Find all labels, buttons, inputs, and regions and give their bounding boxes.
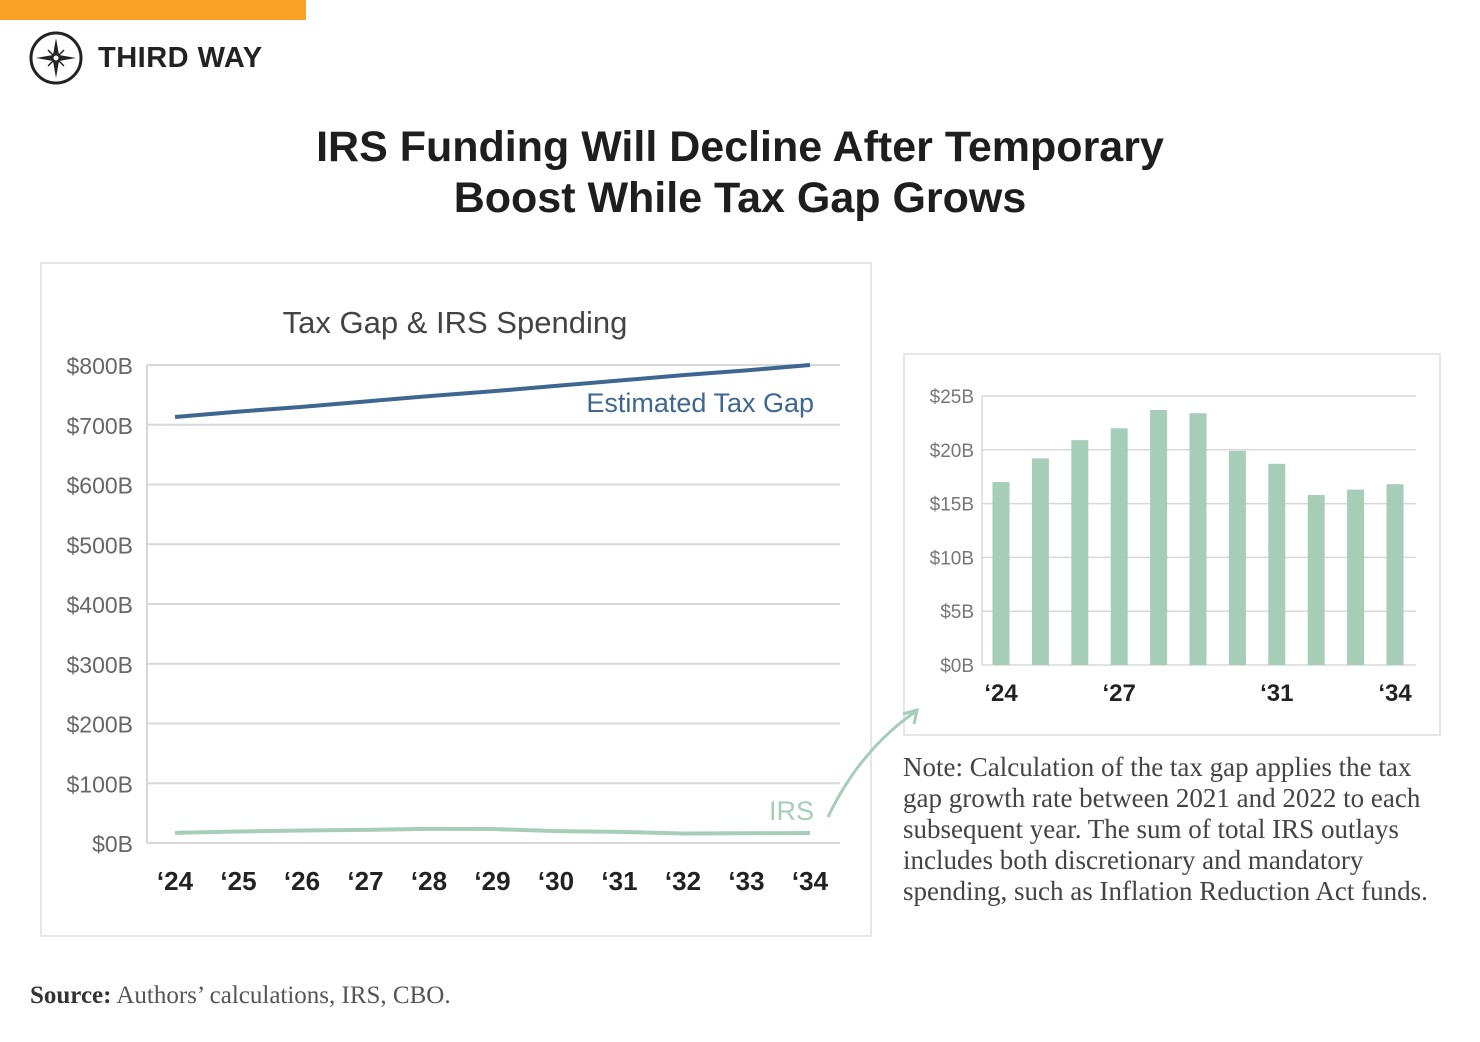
y-tick-label: $5B	[940, 602, 974, 623]
y-tick-label: $800B	[66, 353, 133, 379]
arrow-connector	[826, 710, 916, 818]
bar	[1071, 440, 1089, 665]
bar	[1031, 458, 1049, 665]
x-tick-label: ‘24	[157, 866, 194, 896]
x-tick-label: ‘24	[984, 680, 1018, 707]
y-tick-label: $700B	[66, 413, 133, 439]
x-tick-label: ‘32	[665, 866, 701, 896]
x-tick-label: ‘27	[1103, 680, 1136, 707]
y-tick-label: $0B	[92, 831, 133, 857]
bar	[1110, 428, 1128, 665]
x-tick-label: ‘34	[792, 866, 829, 896]
logo: THIRD WAY	[28, 30, 263, 86]
line-chart-panel	[40, 262, 872, 937]
note-text: Note: Calculation of the tax gap applies…	[903, 752, 1428, 906]
accent-bar	[0, 0, 306, 20]
y-tick-label: $300B	[66, 652, 133, 678]
x-tick-label: ‘26	[284, 866, 320, 896]
source-label: Source:	[30, 982, 112, 1009]
y-tick-label: $0B	[940, 656, 974, 677]
x-tick-label: ‘33	[728, 866, 764, 896]
x-tick-label: ‘28	[411, 866, 447, 896]
series-label-tax-gap: Estimated Tax Gap	[586, 388, 814, 418]
page-title: IRS Funding Will Decline After Temporary…	[0, 122, 1480, 224]
x-tick-label: ‘31	[1260, 680, 1293, 707]
x-tick-label: ‘27	[347, 866, 383, 896]
y-tick-label: $400B	[66, 592, 133, 618]
bar	[992, 482, 1010, 665]
bar	[1228, 450, 1246, 665]
source-text: Authors’ calculations, IRS, CBO.	[116, 982, 451, 1009]
source-line: Source: Authors’ calculations, IRS, CBO.	[30, 982, 451, 1010]
arrow-head-icon	[902, 707, 919, 725]
x-tick-label: ‘34	[1378, 680, 1412, 707]
bar	[1268, 463, 1286, 665]
y-tick-label: $100B	[66, 771, 133, 797]
y-tick-label: $20B	[930, 441, 974, 462]
bar	[1189, 413, 1207, 665]
y-tick-label: $200B	[66, 712, 133, 738]
brand-name: THIRD WAY	[98, 41, 263, 74]
title-line-2: Boost While Tax Gap Grows	[453, 174, 1027, 222]
y-tick-label: $600B	[66, 473, 133, 499]
bar	[1386, 484, 1404, 665]
bar	[1347, 489, 1365, 665]
y-tick-label: $15B	[930, 495, 974, 516]
y-tick-label: $500B	[66, 532, 133, 558]
x-tick-label: ‘25	[220, 866, 256, 896]
x-tick-label: ‘30	[538, 866, 574, 896]
y-tick-label: $10B	[930, 548, 974, 569]
line-chart-title: Tax Gap & IRS Spending	[283, 305, 628, 340]
series-label-irs: IRS	[769, 796, 814, 826]
bar	[1150, 409, 1168, 665]
x-tick-label: ‘29	[474, 866, 510, 896]
y-tick-label: $25B	[930, 387, 974, 408]
compass-icon	[29, 31, 83, 85]
title-line-1: IRS Funding Will Decline After Temporary	[316, 123, 1164, 171]
bar	[1307, 494, 1325, 665]
bar-chart-panel	[903, 353, 1441, 736]
x-tick-label: ‘31	[601, 866, 637, 896]
